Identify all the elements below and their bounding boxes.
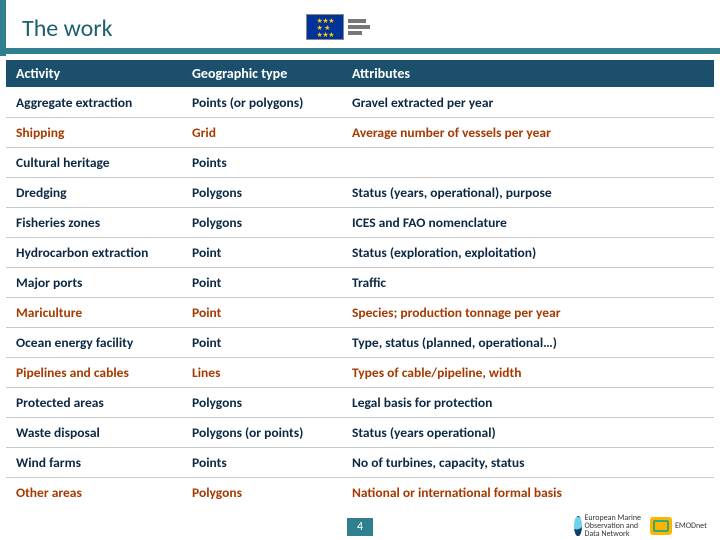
table-row: Major portsPointTraffic bbox=[6, 268, 714, 298]
table-cell: National or international formal basis bbox=[342, 478, 714, 508]
table-cell: Shipping bbox=[6, 118, 182, 148]
table-row: DredgingPolygonsStatus (years, operation… bbox=[6, 178, 714, 208]
table-row: Fisheries zonesPolygonsICES and FAO nome… bbox=[6, 208, 714, 238]
table-cell: Traffic bbox=[342, 268, 714, 298]
table-cell: Aggregate extraction bbox=[6, 88, 182, 118]
col-activity: Activity bbox=[6, 60, 182, 88]
table-cell: Wind farms bbox=[6, 448, 182, 478]
table-row: Waste disposalPolygons (or points)Status… bbox=[6, 418, 714, 448]
table-cell: Polygons bbox=[182, 178, 342, 208]
title-bar: The work ★ ★ ★★ ★★ ★ ★ bbox=[0, 0, 720, 56]
table-row: Aggregate extractionPoints (or polygons)… bbox=[6, 88, 714, 118]
ec-bars-icon bbox=[348, 19, 370, 35]
table-cell: Polygons bbox=[182, 208, 342, 238]
table-cell: Status (years, operational), purpose bbox=[342, 178, 714, 208]
marine-obs-logo: European Marine Observation and Data Net… bbox=[574, 514, 644, 538]
page-number-badge: 4 bbox=[347, 518, 373, 536]
table-cell: Point bbox=[182, 268, 342, 298]
table-header: Activity Geographic type Attributes bbox=[6, 60, 714, 88]
table-cell: ICES and FAO nomenclature bbox=[342, 208, 714, 238]
ec-logo: ★ ★ ★★ ★★ ★ ★ bbox=[306, 14, 370, 40]
globe-icon bbox=[574, 516, 582, 536]
table-cell: Points (or polygons) bbox=[182, 88, 342, 118]
table-row: Protected areasPolygonsLegal basis for p… bbox=[6, 388, 714, 418]
table-row: Hydrocarbon extractionPointStatus (explo… bbox=[6, 238, 714, 268]
table-cell: Status (exploration, exploitation) bbox=[342, 238, 714, 268]
col-geotype: Geographic type bbox=[182, 60, 342, 88]
table-row: Other areasPolygonsNational or internati… bbox=[6, 478, 714, 508]
table-cell: Legal basis for protection bbox=[342, 388, 714, 418]
emodnet-icon bbox=[650, 517, 672, 535]
table-cell: Hydrocarbon extraction bbox=[6, 238, 182, 268]
table-cell: Fisheries zones bbox=[6, 208, 182, 238]
table-row: Cultural heritagePoints bbox=[6, 148, 714, 178]
table-cell: Other areas bbox=[6, 478, 182, 508]
table-cell: Dredging bbox=[6, 178, 182, 208]
table-cell: Points bbox=[182, 448, 342, 478]
table-cell: Major ports bbox=[6, 268, 182, 298]
table-row: Pipelines and cablesLinesTypes of cable/… bbox=[6, 358, 714, 388]
activities-table: Activity Geographic type Attributes Aggr… bbox=[6, 60, 714, 507]
table-cell: Point bbox=[182, 298, 342, 328]
table-cell: Mariculture bbox=[6, 298, 182, 328]
table-cell: Points bbox=[182, 148, 342, 178]
table-cell: Lines bbox=[182, 358, 342, 388]
table-cell: Ocean energy facility bbox=[6, 328, 182, 358]
emodnet-logo: EMODnet bbox=[650, 514, 714, 538]
table-cell: Average number of vessels per year bbox=[342, 118, 714, 148]
table-cell: Point bbox=[182, 238, 342, 268]
table-body: Aggregate extractionPoints (or polygons)… bbox=[6, 88, 714, 508]
table-cell: Waste disposal bbox=[6, 418, 182, 448]
col-attributes: Attributes bbox=[342, 60, 714, 88]
footer-logos: European Marine Observation and Data Net… bbox=[574, 514, 714, 538]
table-cell: Status (years operational) bbox=[342, 418, 714, 448]
table-cell: Pipelines and cables bbox=[6, 358, 182, 388]
title-underline bbox=[0, 48, 720, 54]
table-cell: No of turbines, capacity, status bbox=[342, 448, 714, 478]
table-cell bbox=[342, 148, 714, 178]
slide-title: The work bbox=[22, 14, 113, 43]
table-cell: Species; production tonnage per year bbox=[342, 298, 714, 328]
table-cell: Polygons bbox=[182, 478, 342, 508]
table-cell: Types of cable/pipeline, width bbox=[342, 358, 714, 388]
table-row: ShippingGridAverage number of vessels pe… bbox=[6, 118, 714, 148]
table-row: Ocean energy facilityPointType, status (… bbox=[6, 328, 714, 358]
table-cell: Polygons bbox=[182, 388, 342, 418]
eu-flag-icon: ★ ★ ★★ ★★ ★ ★ bbox=[306, 14, 344, 40]
table-cell: Grid bbox=[182, 118, 342, 148]
table-row: Wind farmsPointsNo of turbines, capacity… bbox=[6, 448, 714, 478]
table-cell: Gravel extracted per year bbox=[342, 88, 714, 118]
table-cell: Protected areas bbox=[6, 388, 182, 418]
table-cell: Point bbox=[182, 328, 342, 358]
table-cell: Type, status (planned, operational…) bbox=[342, 328, 714, 358]
table-row: MariculturePointSpecies; production tonn… bbox=[6, 298, 714, 328]
table-cell: Cultural heritage bbox=[6, 148, 182, 178]
table-cell: Polygons (or points) bbox=[182, 418, 342, 448]
